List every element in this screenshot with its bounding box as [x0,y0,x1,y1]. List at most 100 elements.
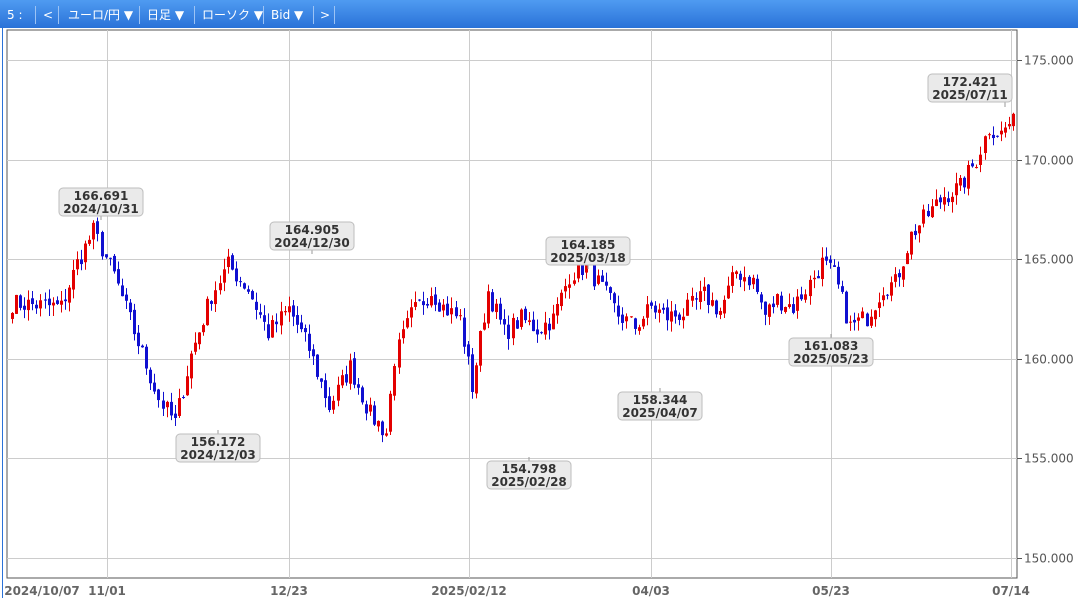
candle-body [532,319,535,332]
candle-body [886,294,889,296]
candle-body [646,304,649,318]
type-select[interactable]: ローソク ▼ [202,8,264,22]
candle-body [666,307,669,321]
candle-body [80,259,83,265]
candle-body [512,317,515,339]
candle-body [402,329,405,339]
candle-body [955,183,958,196]
candle-body [178,398,181,416]
candle-body [337,384,340,401]
candle-body [772,303,775,308]
candle-body [833,265,836,267]
candle-body [731,272,734,286]
candle-body [121,285,124,297]
next-button[interactable]: > [320,8,331,22]
candle-body [227,256,230,268]
candle-body [259,312,262,315]
candle-body [377,420,380,427]
candle-body [857,317,860,321]
candle-body [247,289,250,292]
candle-body [430,296,433,306]
candle-body [979,154,982,165]
candle-body [540,332,543,334]
candle-body [48,298,51,306]
candle-body [52,302,55,306]
chart-frame [2,28,1077,598]
candle-body [292,305,295,317]
candle-body [324,380,327,399]
candle-body [568,284,571,288]
toolbar-divider [313,6,314,24]
candle-body [849,321,852,323]
candle-body [92,222,95,240]
prev-button[interactable]: < [43,8,54,22]
candle-body [446,303,449,316]
candle-body [418,299,421,301]
candle-body [617,305,620,317]
candle-body [658,309,661,313]
candle-body [267,324,270,339]
y-tick-label: 150.000 [1024,552,1074,566]
candle-body [27,299,30,311]
candle-body [809,279,812,297]
candle-body [426,303,429,306]
candle-body [263,315,266,322]
candle-body [577,261,580,279]
candle-body [601,275,604,282]
candle-body [654,305,657,313]
candle-body [662,307,665,310]
candle-body [593,264,596,287]
candle-body [560,292,563,307]
candle-body [398,339,401,368]
candle-body [231,255,234,270]
candle-body [312,349,315,357]
candle-body [922,209,925,224]
candle-body [861,311,864,319]
period-select[interactable]: 日足 ▼ [147,8,185,22]
candle-body [951,196,954,203]
x-tick-label: 04/03 [632,584,670,598]
callout-box [788,337,874,367]
candle-body [442,304,445,311]
candle-body [625,316,628,322]
candle-body [280,311,283,326]
plot-area [6,29,1018,579]
candle-body [516,320,519,329]
candle-body [597,275,600,284]
candle-body [206,298,209,326]
candle-body [630,316,633,318]
candle-body [503,319,506,325]
candle-body [918,225,921,234]
candle-body [548,323,551,331]
toolbar-divider [194,6,195,24]
pair-select[interactable]: ユーロ/円 ▼ [68,8,134,22]
candle-body [866,313,869,327]
candle-body [23,305,26,310]
callout-box [545,236,631,266]
candle-body [353,358,356,385]
candle-body [927,210,930,217]
candle-body [450,308,453,315]
price-select[interactable]: Bid ▼ [271,8,304,22]
callout-date: 2024/12/03 [180,448,256,462]
candle-body [105,254,108,258]
candle-body [939,197,942,203]
candle-body [1008,124,1011,127]
candle-body [308,333,311,351]
candle-body [438,302,441,312]
candle-body [507,324,510,339]
candle-body [975,167,978,169]
candle-body [361,387,364,403]
candle-body [349,360,352,384]
candle-body [271,320,274,338]
callout-price: 156.172 [191,435,246,449]
candle-body [141,345,144,348]
candle-body [223,269,226,283]
candle-body [35,304,38,309]
candle-body [190,353,193,379]
